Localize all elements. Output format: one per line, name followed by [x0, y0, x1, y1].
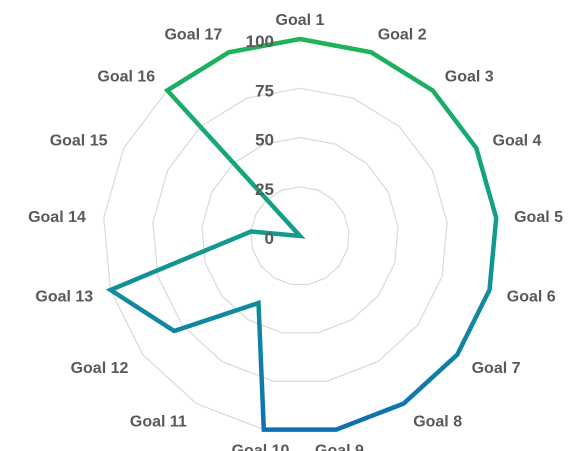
category-label-14: Goal 14: [28, 209, 86, 226]
category-labels: Goal 1 Goal 2 Goal 3 Goal 4 Goal 5 Goal 6 Goal…: [28, 12, 563, 451]
category-label-9: Goal 9: [315, 442, 364, 451]
grid-ring-50: [201, 136, 399, 334]
tick-label-75: 75: [255, 81, 274, 100]
category-label-15: Goal 15: [50, 132, 108, 149]
grid-ring-75: [152, 87, 448, 382]
category-label-8: Goal 8: [413, 414, 462, 431]
radar-series: [105, 36, 499, 432]
category-label-11: Goal 11: [130, 414, 187, 431]
category-label-5: Goal 5: [514, 209, 563, 226]
series-line-1: [105, 36, 499, 432]
tick-label-100: 100: [246, 32, 274, 51]
category-label-13: Goal 13: [35, 288, 93, 305]
category-label-4: Goal 4: [493, 132, 542, 149]
category-label-7: Goal 7: [472, 360, 521, 377]
tick-label-0: 0: [265, 229, 274, 248]
category-label-16: Goal 16: [97, 69, 155, 86]
category-label-17: Goal 17: [164, 27, 222, 44]
category-label-2: Goal 2: [378, 27, 427, 44]
category-label-1: Goal 1: [276, 12, 325, 29]
tick-label-50: 50: [255, 131, 274, 150]
tick-label-25: 25: [255, 180, 274, 199]
category-label-3: Goal 3: [445, 69, 494, 86]
radial-tick-labels: 0 25 50 75 100: [246, 32, 274, 248]
category-label-10: Goal 10: [232, 442, 290, 451]
category-label-6: Goal 6: [507, 288, 556, 305]
category-label-12: Goal 12: [71, 360, 129, 377]
grid-ring-25: [250, 186, 350, 285]
